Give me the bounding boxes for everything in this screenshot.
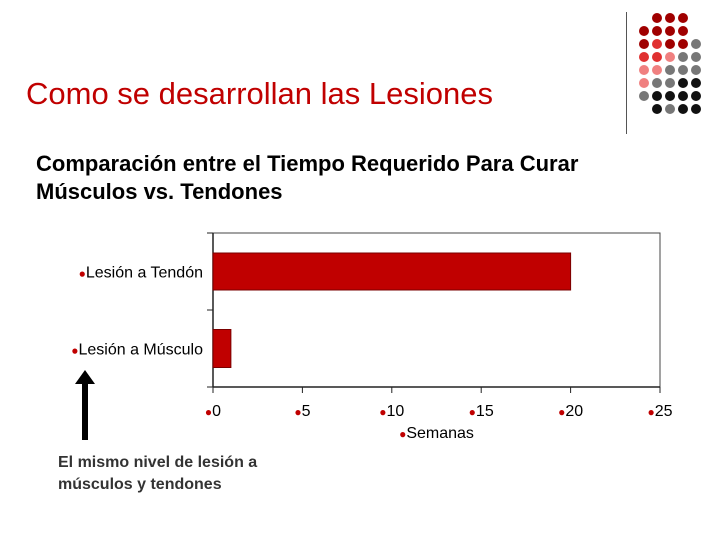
decorative-dot-grid — [639, 13, 701, 114]
decorative-dot — [691, 104, 701, 114]
slide-title: Como se desarrollan las Lesiones — [26, 76, 493, 111]
decorative-dot — [639, 39, 649, 49]
decorative-dot — [652, 52, 662, 62]
subtitle-line-2: Músculos vs. Tendones — [36, 179, 283, 204]
decorative-dot — [639, 52, 649, 62]
decorative-dot — [678, 26, 688, 36]
decorative-dot — [678, 39, 688, 49]
x-tick-label: ●20 — [558, 403, 583, 420]
decorative-dot — [665, 104, 675, 114]
subtitle-line-1: Comparación entre el Tiempo Requerido Pa… — [36, 151, 579, 176]
decorative-dot — [652, 104, 662, 114]
decorative-dot — [652, 78, 662, 88]
decorative-dot — [665, 65, 675, 75]
x-tick-label: ●25 — [647, 403, 672, 420]
decorative-dot — [665, 39, 675, 49]
decorative-dot — [652, 13, 662, 23]
decorative-dot — [652, 39, 662, 49]
bar — [212, 252, 572, 291]
x-tick-label: ●5 — [294, 403, 310, 420]
decorative-dot — [665, 26, 675, 36]
decorative-dot — [691, 39, 701, 49]
decorative-dot — [691, 78, 701, 88]
x-tick-label: ●15 — [469, 403, 494, 420]
decorative-dot — [665, 91, 675, 101]
decorative-dot — [639, 91, 649, 101]
decorative-dot — [639, 26, 649, 36]
decorative-dot — [665, 52, 675, 62]
decorative-dot — [665, 13, 675, 23]
decorative-dot — [678, 52, 688, 62]
decorative-dot — [678, 91, 688, 101]
note-line-1: El mismo nivel de lesión a — [58, 454, 258, 471]
x-tick-label: ●0 — [205, 403, 221, 420]
divider-line — [626, 12, 627, 134]
up-arrow-icon — [75, 370, 95, 440]
decorative-dot — [691, 65, 701, 75]
decorative-dot — [678, 65, 688, 75]
bar — [212, 329, 232, 368]
decorative-dot — [639, 78, 649, 88]
decorative-dot — [678, 78, 688, 88]
arrow-note: El mismo nivel de lesión a músculos y te… — [58, 452, 257, 496]
note-line-2: músculos y tendones — [58, 476, 222, 493]
chart-subtitle: Comparación entre el Tiempo Requerido Pa… — [36, 150, 578, 206]
decorative-dot — [652, 26, 662, 36]
x-tick-label: ●10 — [379, 403, 404, 420]
category-label: ●Lesión a Músculo — [71, 342, 203, 359]
decorative-dot — [652, 65, 662, 75]
decorative-dot — [678, 13, 688, 23]
decorative-dot — [665, 78, 675, 88]
category-label: ●Lesión a Tendón — [79, 265, 203, 282]
decorative-dot — [639, 65, 649, 75]
x-axis-title: ●Semanas — [399, 425, 474, 442]
decorative-dot — [691, 91, 701, 101]
decorative-dot — [652, 91, 662, 101]
decorative-dot — [678, 104, 688, 114]
decorative-dot — [691, 52, 701, 62]
